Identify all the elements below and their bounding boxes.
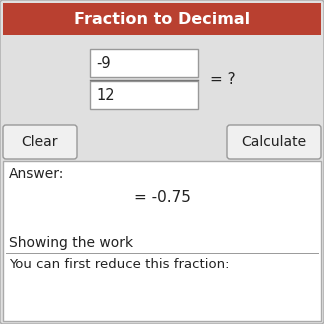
Text: = -0.75: = -0.75 — [133, 190, 191, 204]
FancyBboxPatch shape — [3, 3, 321, 35]
Text: 12: 12 — [96, 87, 115, 102]
FancyBboxPatch shape — [227, 125, 321, 159]
FancyBboxPatch shape — [90, 49, 198, 77]
Text: Calculate: Calculate — [241, 135, 307, 149]
Text: -9: -9 — [96, 55, 110, 71]
Text: Clear: Clear — [22, 135, 58, 149]
Text: You can first reduce this fraction:: You can first reduce this fraction: — [9, 259, 229, 272]
Text: = ?: = ? — [210, 73, 236, 87]
FancyBboxPatch shape — [3, 125, 77, 159]
FancyBboxPatch shape — [3, 161, 321, 321]
Text: Fraction to Decimal: Fraction to Decimal — [74, 11, 250, 27]
Text: Showing the work: Showing the work — [9, 236, 133, 250]
Text: Answer:: Answer: — [9, 167, 64, 181]
FancyBboxPatch shape — [90, 81, 198, 109]
FancyBboxPatch shape — [3, 41, 321, 139]
